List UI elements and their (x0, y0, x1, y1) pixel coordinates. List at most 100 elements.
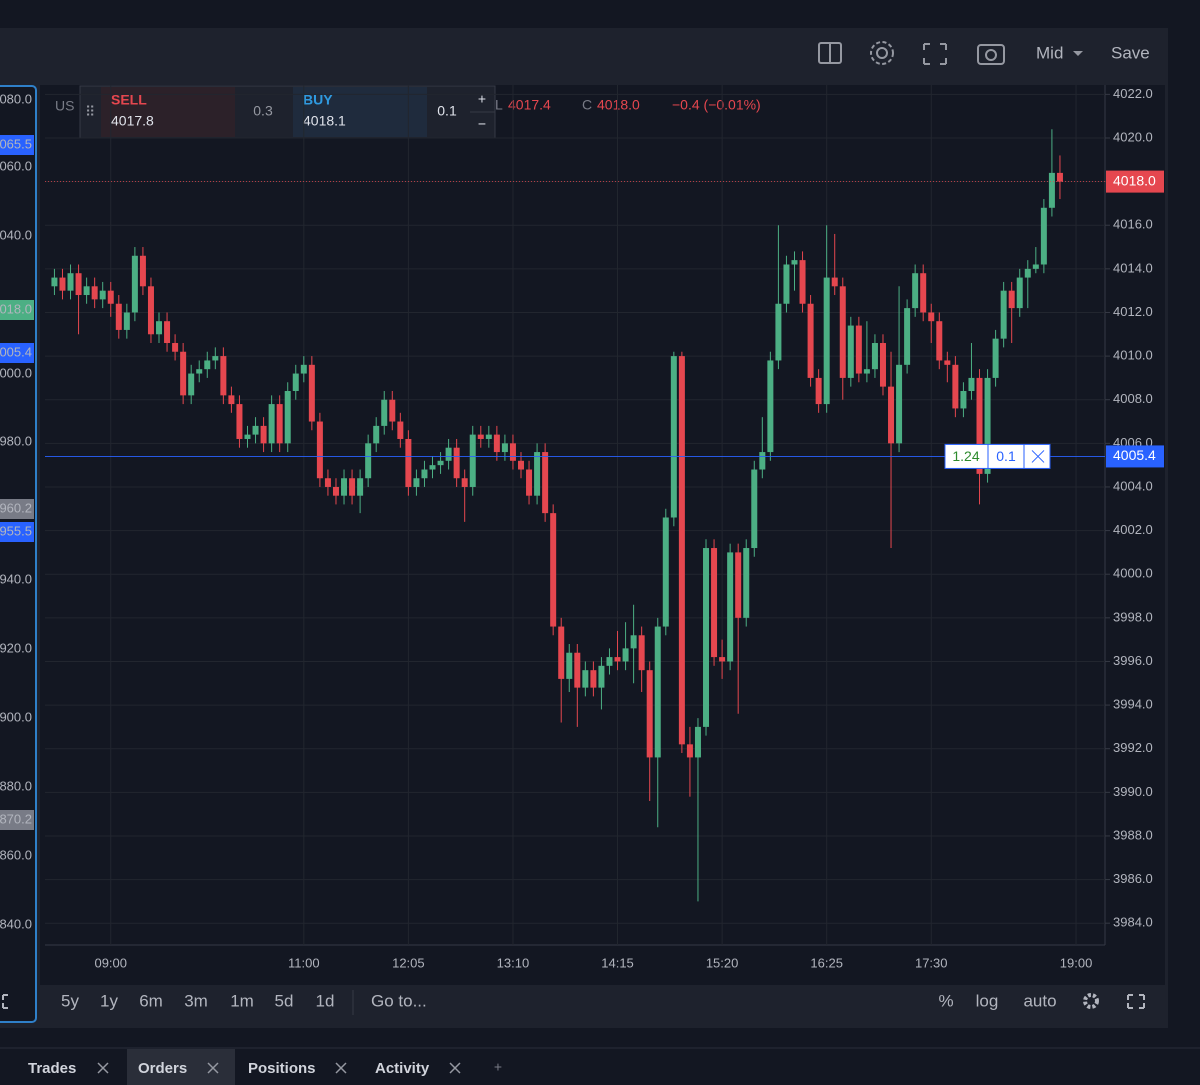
tab[interactable]: Positions (248, 1060, 316, 1077)
candle-body (357, 478, 364, 496)
save-button[interactable]: Save (1111, 43, 1150, 62)
candle-body (164, 321, 171, 344)
candle-body (1008, 290, 1015, 309)
range-button[interactable]: 5y (61, 991, 79, 1010)
close-label: C (582, 97, 592, 113)
goto-button[interactable]: Go to... (371, 991, 427, 1010)
candle-body (405, 438, 412, 487)
price-source[interactable]: Mid (1036, 43, 1063, 62)
range-button[interactable]: 3m (184, 991, 208, 1010)
candle-body (566, 652, 573, 679)
candle-body (831, 277, 838, 287)
candle-body (888, 386, 895, 444)
tab[interactable]: Trades (28, 1060, 76, 1077)
candle-body (1024, 268, 1031, 278)
range-button[interactable]: 1d (316, 991, 335, 1010)
auto-toggle[interactable]: auto (1023, 991, 1056, 1010)
candle-body (236, 404, 243, 439)
candle-body (984, 377, 991, 474)
left-price-tag (0, 343, 34, 363)
minus[interactable]: − (478, 116, 486, 132)
add-tab[interactable]: + (494, 1059, 502, 1075)
candle-body (421, 469, 428, 479)
candle-body (767, 360, 774, 453)
candle-body (686, 744, 693, 758)
candle-body (847, 325, 854, 378)
log-toggle[interactable]: log (976, 991, 999, 1010)
candle-body (976, 377, 983, 474)
y-tick-label: 4016.0 (1113, 217, 1153, 232)
buy-button[interactable] (293, 87, 427, 137)
x-tick-label: 11:00 (288, 955, 320, 970)
candle-body (526, 469, 533, 496)
candle-body (703, 548, 710, 727)
candle-body (123, 312, 130, 330)
left-axis-label: 860.0 (0, 847, 32, 862)
tab-close[interactable] (335, 1062, 347, 1074)
left-axis-label: 840.0 (0, 916, 32, 931)
candle-body (727, 552, 734, 662)
candle-body (316, 421, 323, 479)
x-tick-label: 16:25 (810, 955, 843, 970)
y-tick-label: 3998.0 (1113, 609, 1153, 624)
x-tick-label: 13:10 (497, 955, 530, 970)
range-button[interactable]: 1y (100, 991, 118, 1010)
candle-body (968, 377, 975, 391)
candle-body (139, 255, 146, 287)
candle-body (485, 434, 492, 439)
settings-icon[interactable] (876, 47, 888, 59)
range-button[interactable]: 1m (230, 991, 254, 1010)
candle-body (509, 443, 516, 461)
candle-body (952, 364, 959, 409)
y-tick-label: 3996.0 (1113, 653, 1153, 668)
candle-body (1016, 277, 1023, 309)
fullscreen-icon[interactable] (923, 43, 947, 65)
quantity[interactable]: 0.1 (437, 103, 457, 119)
left-price-tag (0, 522, 34, 542)
range-button[interactable]: 6m (139, 991, 163, 1010)
candle-body (381, 399, 388, 426)
candle-body (879, 343, 886, 387)
left-axis-label: 980.0 (0, 433, 32, 448)
change: −0.4 (−0.01%) (672, 97, 761, 113)
order-tag[interactable] (944, 443, 1051, 469)
tab[interactable]: Orders (138, 1060, 187, 1077)
candle-body (550, 513, 557, 627)
candle-body (799, 260, 806, 304)
left-axis-label: 065.5 (0, 136, 32, 151)
tab-close[interactable] (449, 1062, 461, 1074)
candle-body (759, 452, 766, 470)
candle-body (574, 652, 581, 688)
chart-area (40, 85, 1165, 985)
x-tick-label: 15:20 (706, 955, 739, 970)
candle-body (445, 447, 452, 461)
x-tick-label: 12:05 (392, 955, 425, 970)
expand-icons[interactable] (2, 994, 1145, 1009)
axis-settings-icon[interactable] (1083, 993, 1099, 1009)
tab-close[interactable] (97, 1062, 109, 1074)
buy-label: BUY (303, 92, 333, 108)
x-tick-label: 19:00 (1060, 955, 1093, 970)
sell-button[interactable] (101, 87, 235, 137)
range-button[interactable]: 5d (275, 991, 294, 1010)
sell-label: SELL (111, 92, 147, 108)
tab-close[interactable] (207, 1062, 219, 1074)
percent-toggle[interactable]: % (938, 991, 953, 1010)
plus[interactable]: + (478, 91, 486, 107)
candle-body (461, 478, 468, 487)
left-axis-label: 960.2 (0, 500, 32, 515)
order-cancel[interactable] (1031, 450, 1045, 463)
candle-body (51, 277, 58, 287)
candle-body (606, 657, 613, 666)
candle-body (1032, 264, 1039, 269)
candle-body (1000, 290, 1007, 339)
y-tick-label: 4004.0 (1113, 478, 1153, 493)
candle-body (638, 635, 645, 671)
candle-body (332, 486, 339, 496)
trade-panel: ⠿ SELL 4017.8 0.3 BUY 4018.1 0.1 + − (79, 85, 496, 139)
tab[interactable]: Activity (375, 1060, 430, 1077)
screenshot-icon[interactable] (977, 44, 1005, 65)
candle-body (469, 434, 476, 487)
candle-body (751, 469, 758, 549)
